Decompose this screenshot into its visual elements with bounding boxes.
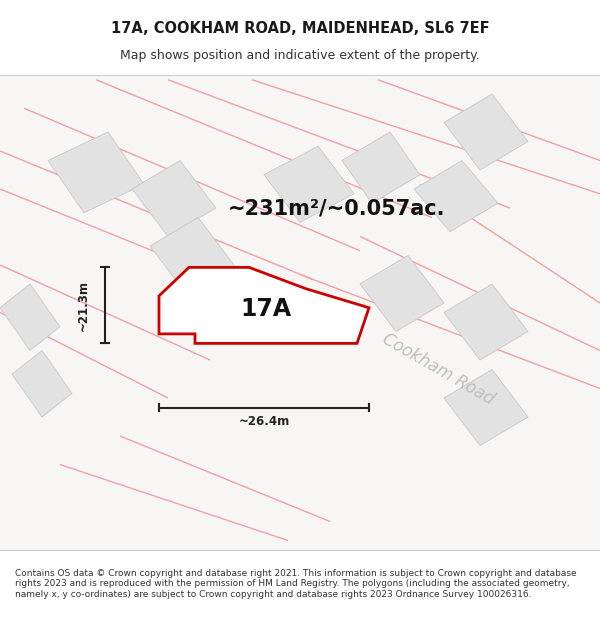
Text: ~26.4m: ~26.4m — [238, 415, 290, 428]
Polygon shape — [414, 161, 498, 232]
Polygon shape — [159, 268, 369, 343]
Polygon shape — [342, 132, 420, 203]
Polygon shape — [48, 132, 144, 212]
Text: ~21.3m: ~21.3m — [76, 280, 89, 331]
Polygon shape — [360, 256, 444, 331]
Polygon shape — [132, 161, 216, 236]
Text: 17A: 17A — [241, 297, 292, 321]
Polygon shape — [264, 146, 354, 222]
Text: 17A, COOKHAM ROAD, MAIDENHEAD, SL6 7EF: 17A, COOKHAM ROAD, MAIDENHEAD, SL6 7EF — [110, 21, 490, 36]
Polygon shape — [12, 351, 72, 417]
Polygon shape — [0, 284, 60, 351]
Polygon shape — [444, 94, 528, 170]
Text: Contains OS data © Crown copyright and database right 2021. This information is : Contains OS data © Crown copyright and d… — [15, 569, 577, 599]
Polygon shape — [444, 369, 528, 446]
Bar — [0, 550, 600, 625]
Text: Cookham Road: Cookham Road — [379, 330, 497, 409]
Text: ~231m²/~0.057ac.: ~231m²/~0.057ac. — [228, 198, 445, 218]
Polygon shape — [444, 284, 528, 360]
Polygon shape — [150, 217, 234, 294]
Bar — [0, 75, 600, 550]
Bar — [0, 0, 600, 75]
Text: Map shows position and indicative extent of the property.: Map shows position and indicative extent… — [120, 49, 480, 61]
